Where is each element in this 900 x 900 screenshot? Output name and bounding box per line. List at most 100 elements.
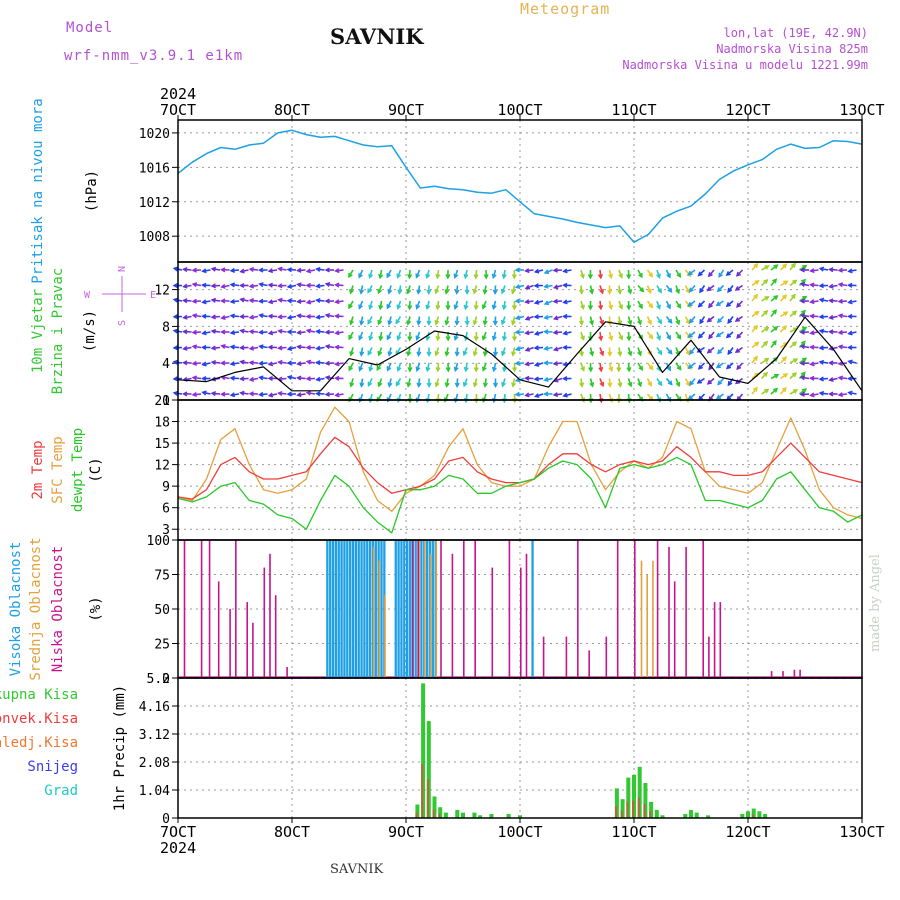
wind-arrow-head bbox=[773, 295, 779, 301]
wind-arrow-head bbox=[552, 360, 559, 367]
wind-arrow-head bbox=[656, 304, 661, 310]
wind-arrow-head bbox=[201, 330, 207, 336]
wind-arrow-head bbox=[514, 346, 521, 352]
y-tick-label: 12 bbox=[154, 284, 170, 299]
wind-arrow-head bbox=[472, 351, 478, 357]
wind-arrow-head bbox=[543, 345, 549, 351]
wind-arrow-head bbox=[426, 382, 432, 388]
wind-arrow-head bbox=[782, 294, 788, 300]
y-tick-label: 75 bbox=[154, 569, 170, 584]
wind-arrow-head bbox=[349, 320, 355, 326]
wind-arrow-head bbox=[201, 299, 207, 305]
wind-arrow-head bbox=[191, 282, 198, 288]
wind-arrow-head bbox=[416, 351, 422, 357]
precip-bar bbox=[438, 807, 443, 818]
wind-arrow-head bbox=[809, 299, 815, 305]
wind-arrow-head bbox=[754, 279, 760, 285]
wind-arrow-head bbox=[754, 310, 760, 316]
wind-arrow-head bbox=[229, 392, 236, 398]
wind-arrow-head bbox=[716, 287, 722, 293]
wind-arrow-head bbox=[580, 335, 585, 341]
wind-arrow-head bbox=[387, 320, 393, 326]
wind-arrow-head bbox=[809, 282, 815, 288]
wind-arrow-head bbox=[543, 391, 549, 397]
wind-arrow-head bbox=[589, 320, 595, 326]
year-label-bottom: 2024 bbox=[160, 839, 196, 857]
wind-arrow-head bbox=[453, 273, 459, 279]
wind-arrow-head bbox=[617, 351, 623, 357]
wind-arrow-head bbox=[201, 375, 207, 382]
wind-arrow-head bbox=[648, 365, 654, 371]
high-cloud-bar bbox=[431, 540, 434, 678]
wind-arrow-head bbox=[616, 367, 622, 373]
wind-arrow-head bbox=[315, 283, 321, 289]
wind-arrow-head bbox=[305, 359, 312, 365]
wind-arrow-head bbox=[800, 309, 806, 315]
y-tick-label: 5.2 bbox=[147, 672, 170, 687]
x-tick-label-bottom: 8OCT bbox=[274, 823, 310, 841]
wind-arrow-head bbox=[801, 388, 808, 394]
wind-arrow-head bbox=[415, 273, 421, 279]
wind-arrow-head bbox=[696, 379, 702, 384]
wind-arrow-head bbox=[514, 267, 520, 273]
high-cloud-bar bbox=[340, 540, 343, 678]
low-cloud-bar bbox=[708, 636, 710, 678]
wind-arrow-head bbox=[727, 318, 733, 325]
wind-arrow-head bbox=[818, 266, 825, 272]
wind-arrow-head bbox=[286, 391, 292, 397]
wind-arrow-head bbox=[482, 351, 488, 357]
wind-arrow-head bbox=[783, 311, 789, 316]
wind-arrow-head bbox=[697, 364, 703, 370]
y-tick-label: 9 bbox=[162, 480, 170, 495]
wind-arrow-head bbox=[229, 375, 235, 381]
wind-arrow-head bbox=[657, 319, 663, 325]
wind-arrow-head bbox=[444, 382, 450, 388]
wind-arrow-head bbox=[348, 334, 353, 341]
wind-arrow-head bbox=[191, 375, 198, 381]
low-cloud-bar bbox=[799, 669, 801, 678]
wind-arrow-head bbox=[783, 280, 789, 286]
wind-arrow-head bbox=[220, 298, 226, 304]
wind-arrow-head bbox=[543, 329, 549, 335]
wind-arrow-head bbox=[552, 298, 558, 304]
wind-arrow-head bbox=[445, 367, 451, 373]
wind-arrow-head bbox=[533, 361, 540, 367]
wind-arrow-head bbox=[707, 272, 713, 278]
wind-arrow-head bbox=[406, 351, 412, 357]
model-name: wrf-nmm_v3.9.1 e1km bbox=[64, 48, 244, 64]
wind-arrow-head bbox=[172, 266, 179, 272]
wind-arrow-head bbox=[637, 381, 643, 388]
wind-arrow-head bbox=[201, 282, 207, 288]
wind-arrow-head bbox=[182, 283, 188, 289]
wind-arrow-head bbox=[782, 263, 788, 269]
wind-arrow-head bbox=[763, 371, 769, 377]
wind-arrow-head bbox=[367, 288, 372, 294]
wind-arrow-head bbox=[716, 318, 722, 324]
convective-precip-bar bbox=[632, 800, 634, 818]
panel-frame-temperature bbox=[177, 399, 863, 541]
wind-arrow-head bbox=[201, 390, 207, 396]
wind-arrow-head bbox=[534, 393, 540, 398]
wind-arrow-head bbox=[481, 304, 487, 310]
product-title: Meteogram bbox=[520, 0, 611, 18]
wind-arrow-head bbox=[638, 272, 643, 279]
wind-arrow-head bbox=[809, 361, 815, 367]
lonlat-text: lon,lat (19E, 42.9N) bbox=[723, 26, 869, 40]
wind-arrow-head bbox=[725, 333, 732, 339]
wind-arrow-head bbox=[617, 289, 623, 295]
wind-arrow-head bbox=[315, 314, 321, 320]
wind-arrow-head bbox=[258, 329, 264, 335]
wind-arrow-head bbox=[608, 366, 614, 373]
wind-arrow-head bbox=[201, 268, 207, 274]
wind-arrow-head bbox=[378, 304, 384, 311]
wind-arrow-head bbox=[349, 382, 355, 388]
wind-arrow-head bbox=[637, 351, 642, 357]
wind-arrow-head bbox=[286, 375, 293, 380]
wind-arrow-head bbox=[837, 329, 843, 335]
wind-arrow-head bbox=[818, 345, 824, 351]
wind-arrow-head bbox=[435, 273, 441, 280]
wind-arrow-head bbox=[697, 271, 703, 277]
wind-arrow-head bbox=[334, 375, 340, 381]
wind-arrow-head bbox=[801, 357, 808, 363]
wind-arrow-head bbox=[799, 375, 806, 381]
